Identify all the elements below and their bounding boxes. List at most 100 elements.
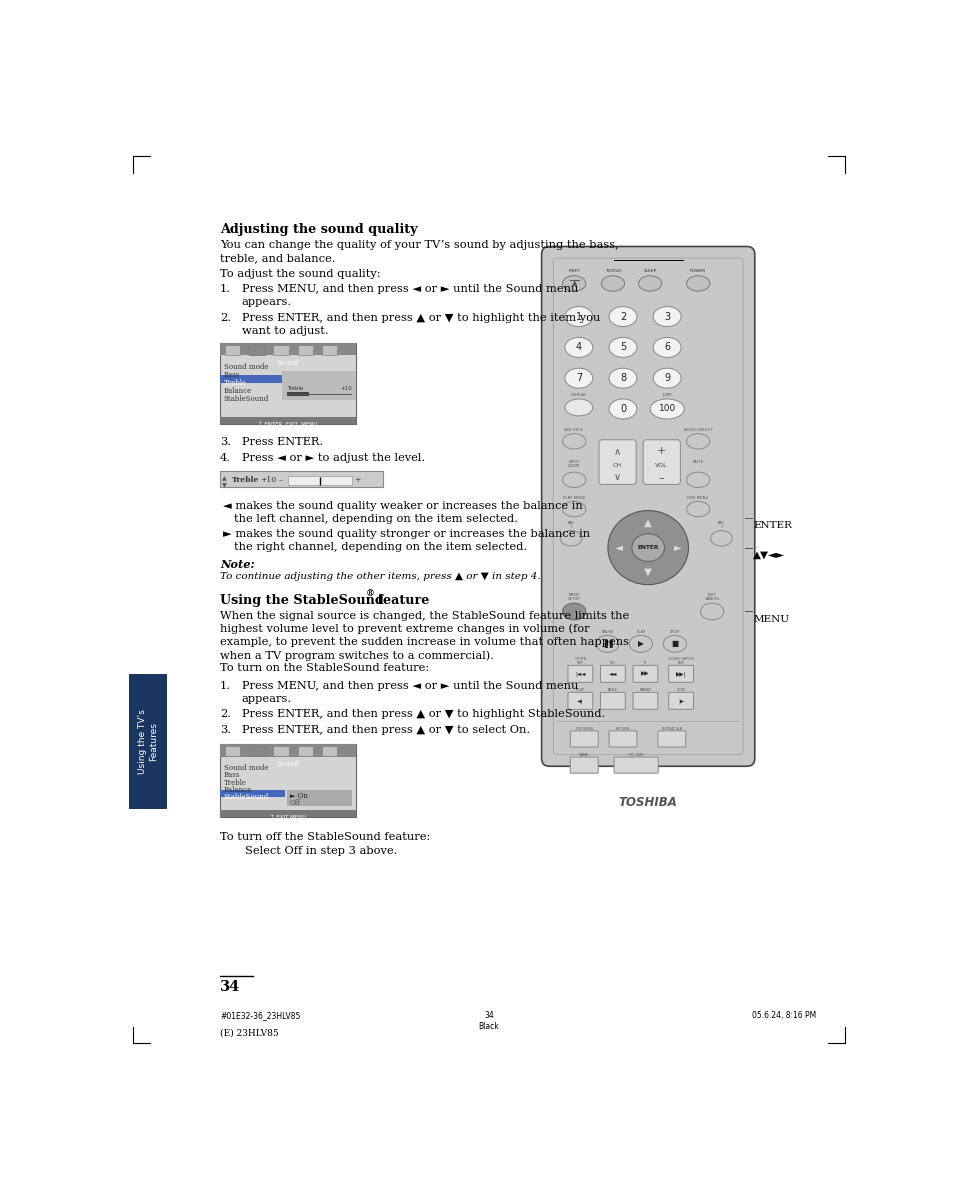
Text: STOP: STOP bbox=[669, 630, 679, 634]
Text: MENU
SETUP: MENU SETUP bbox=[567, 594, 579, 601]
Ellipse shape bbox=[607, 511, 688, 584]
FancyBboxPatch shape bbox=[129, 674, 167, 809]
Text: 6: 6 bbox=[663, 342, 670, 353]
Text: Balance: Balance bbox=[224, 786, 252, 794]
Text: Using the StableSound: Using the StableSound bbox=[220, 594, 383, 607]
Text: ENTER: ENTER bbox=[753, 522, 791, 530]
FancyBboxPatch shape bbox=[599, 665, 624, 682]
Text: +10: +10 bbox=[260, 476, 276, 485]
Ellipse shape bbox=[686, 276, 709, 291]
Text: 4.: 4. bbox=[220, 453, 231, 463]
Text: feature: feature bbox=[373, 594, 430, 607]
Ellipse shape bbox=[686, 434, 709, 449]
FancyBboxPatch shape bbox=[220, 374, 282, 383]
FancyBboxPatch shape bbox=[249, 345, 265, 355]
Text: 3.: 3. bbox=[220, 725, 231, 734]
Text: 4: 4 bbox=[576, 342, 581, 353]
Text: 34: 34 bbox=[483, 1011, 494, 1020]
Text: SLEEP: SLEEP bbox=[643, 268, 656, 273]
Text: treble, and balance.: treble, and balance. bbox=[220, 253, 335, 264]
Text: 0: 0 bbox=[619, 404, 625, 413]
Text: FAV
↑: FAV ↑ bbox=[567, 522, 574, 529]
Text: ▲: ▲ bbox=[643, 518, 652, 527]
FancyBboxPatch shape bbox=[658, 731, 685, 747]
Text: When the signal source is changed, the StableSound feature limits the: When the signal source is changed, the S… bbox=[220, 611, 629, 620]
Text: 1.: 1. bbox=[220, 681, 231, 690]
Text: StableSound: StableSound bbox=[224, 794, 269, 802]
FancyBboxPatch shape bbox=[668, 665, 693, 682]
Ellipse shape bbox=[564, 399, 592, 416]
Text: (E) 23HLV85: (E) 23HLV85 bbox=[220, 1028, 278, 1037]
Text: To adjust the sound quality:: To adjust the sound quality: bbox=[220, 268, 380, 279]
Text: MSET: MSET bbox=[568, 268, 579, 273]
Ellipse shape bbox=[653, 337, 680, 358]
Text: To turn off the StableSound feature:: To turn off the StableSound feature: bbox=[220, 833, 430, 842]
Text: 2.: 2. bbox=[220, 709, 231, 719]
Text: VOL: VOL bbox=[655, 463, 667, 468]
Text: TOP MENU: TOP MENU bbox=[575, 727, 593, 731]
Ellipse shape bbox=[653, 307, 680, 327]
Text: FAV
↑: FAV ↑ bbox=[718, 522, 724, 529]
Ellipse shape bbox=[608, 307, 637, 327]
Text: StableSound: StableSound bbox=[224, 396, 269, 403]
FancyBboxPatch shape bbox=[570, 757, 598, 773]
Text: ► makes the sound quality stronger or increases the balance in: ► makes the sound quality stronger or in… bbox=[223, 529, 590, 539]
FancyBboxPatch shape bbox=[567, 665, 592, 682]
Text: Press ENTER, and then press ▲ or ▼ to highlight the item you: Press ENTER, and then press ▲ or ▼ to hi… bbox=[241, 312, 599, 323]
FancyBboxPatch shape bbox=[220, 810, 355, 817]
Text: 9: 9 bbox=[663, 373, 670, 384]
Text: example, to prevent the sudden increase in volume that often happens: example, to prevent the sudden increase … bbox=[220, 637, 628, 647]
Ellipse shape bbox=[631, 533, 664, 562]
Text: FF: FF bbox=[643, 662, 646, 665]
Text: Select Off in step 3 above.: Select Off in step 3 above. bbox=[245, 846, 396, 855]
Text: 3.: 3. bbox=[220, 437, 231, 448]
FancyBboxPatch shape bbox=[633, 693, 658, 709]
Text: TOSHIBA: TOSHIBA bbox=[618, 796, 677, 809]
Ellipse shape bbox=[608, 368, 637, 388]
FancyBboxPatch shape bbox=[287, 392, 309, 397]
Text: ∨: ∨ bbox=[614, 472, 620, 482]
Text: RETURN: RETURN bbox=[615, 727, 630, 731]
Ellipse shape bbox=[562, 472, 585, 487]
Text: ▐▐: ▐▐ bbox=[601, 639, 613, 649]
Text: Sound: Sound bbox=[276, 760, 299, 769]
FancyBboxPatch shape bbox=[249, 345, 265, 355]
Text: ► On: ► On bbox=[290, 792, 307, 800]
Text: |◄◄: |◄◄ bbox=[575, 671, 585, 677]
Text: ∧: ∧ bbox=[614, 447, 620, 457]
FancyBboxPatch shape bbox=[297, 345, 313, 355]
Text: want to adjust.: want to adjust. bbox=[241, 326, 328, 336]
FancyBboxPatch shape bbox=[274, 746, 289, 756]
Text: ®: ® bbox=[365, 589, 375, 599]
Text: PAUSE: PAUSE bbox=[600, 630, 613, 634]
Text: ANGLE: ANGLE bbox=[607, 688, 618, 693]
FancyBboxPatch shape bbox=[224, 345, 240, 355]
Text: appears.: appears. bbox=[241, 297, 292, 308]
FancyBboxPatch shape bbox=[321, 345, 336, 355]
Text: REPEAT A-B: REPEAT A-B bbox=[661, 727, 681, 731]
FancyBboxPatch shape bbox=[288, 475, 352, 485]
FancyBboxPatch shape bbox=[608, 731, 637, 747]
Text: EXIT
CANCEL: EXIT CANCEL bbox=[703, 594, 720, 601]
Text: SLOW: SLOW bbox=[576, 688, 584, 693]
Text: Black: Black bbox=[478, 1022, 498, 1031]
Text: –: – bbox=[659, 473, 664, 484]
Text: –: – bbox=[278, 476, 282, 485]
Ellipse shape bbox=[600, 276, 624, 291]
Text: Treble: Treble bbox=[224, 778, 247, 786]
Ellipse shape bbox=[559, 531, 581, 546]
Text: 1: 1 bbox=[576, 311, 581, 322]
Text: 34: 34 bbox=[220, 980, 240, 994]
Text: +: + bbox=[354, 476, 360, 485]
Text: ▲: ▲ bbox=[571, 280, 577, 286]
Text: Note:: Note: bbox=[220, 560, 254, 570]
Text: PLAY: PLAY bbox=[636, 630, 645, 634]
Text: Press ENTER, and then press ▲ or ▼ to select On.: Press ENTER, and then press ▲ or ▼ to se… bbox=[241, 725, 529, 734]
Text: Press MENU, and then press ◄ or ► until the Sound menu: Press MENU, and then press ◄ or ► until … bbox=[241, 284, 578, 295]
Text: the right channel, depending on the item selected.: the right channel, depending on the item… bbox=[233, 542, 526, 552]
Text: +10: +10 bbox=[340, 386, 353, 391]
Text: You can change the quality of your TV’s sound by adjusting the bass,: You can change the quality of your TV’s … bbox=[220, 240, 618, 251]
FancyBboxPatch shape bbox=[220, 790, 285, 797]
FancyBboxPatch shape bbox=[598, 440, 636, 485]
Text: 3: 3 bbox=[663, 311, 670, 322]
